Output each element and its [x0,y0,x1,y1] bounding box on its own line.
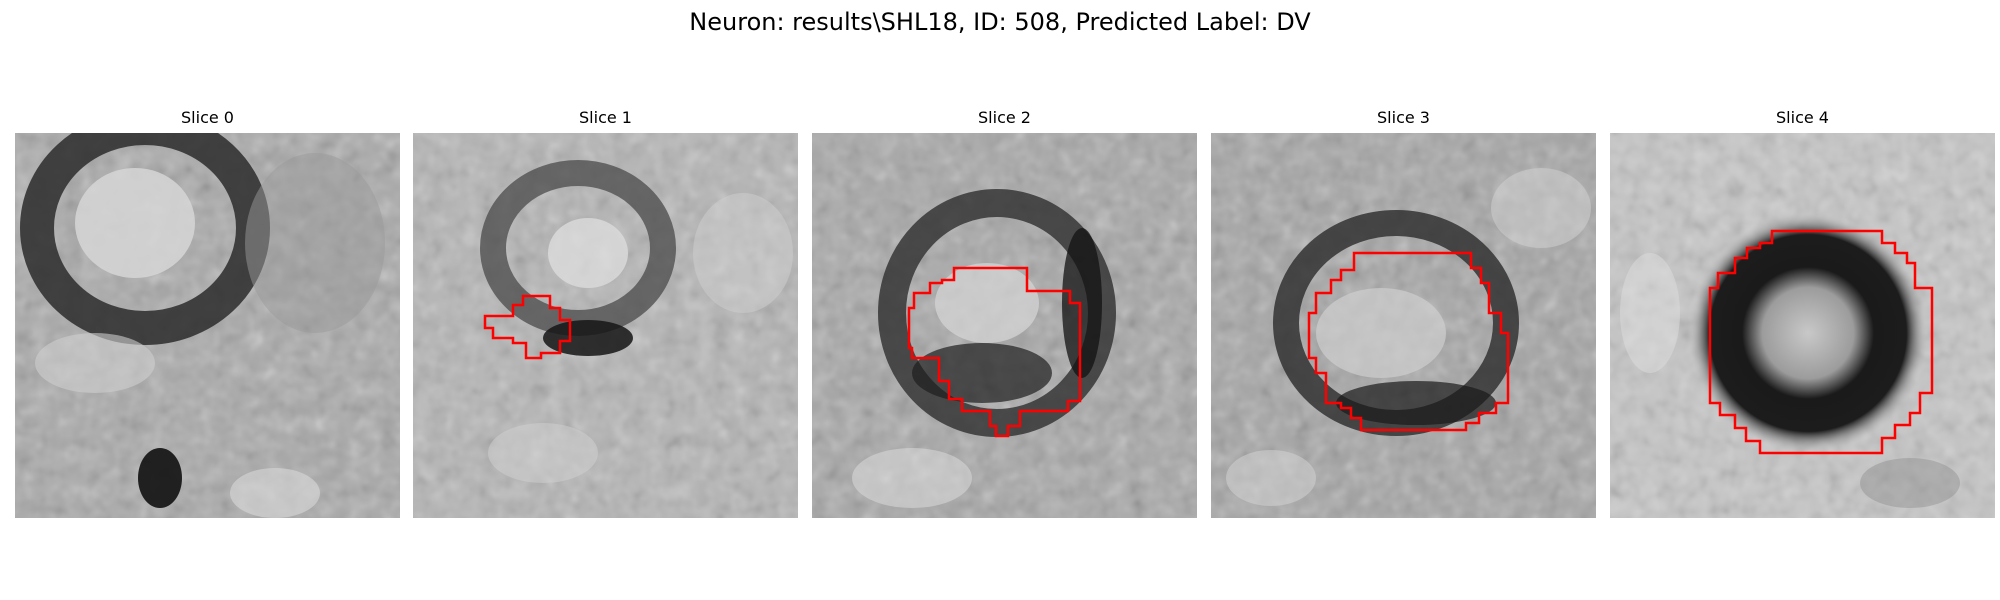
slice-panel-0: Slice 0 [15,108,400,518]
slice-image-0 [15,133,400,518]
figure-title: Neuron: results\SHL18, ID: 508, Predicte… [689,8,1311,36]
slice-image-1 [413,133,798,518]
contour-4 [1708,229,1934,455]
contour-3 [1307,251,1510,432]
slice-panel-2: Slice 2 [812,108,1197,518]
slice-image-3 [1211,133,1596,518]
slice-panel-4: Slice 4 [1610,108,1995,518]
contour-1 [483,294,572,360]
contour-2 [907,266,1082,438]
slice-image-2 [812,133,1197,518]
slice-panel-1: Slice 1 [413,108,798,518]
slice-title-0: Slice 0 [181,108,234,127]
slice-title-3: Slice 3 [1377,108,1430,127]
slice-title-1: Slice 1 [579,108,632,127]
slice-image-4 [1610,133,1995,518]
slice-title-2: Slice 2 [978,108,1031,127]
slice-title-4: Slice 4 [1776,108,1829,127]
slice-panel-3: Slice 3 [1211,108,1596,518]
